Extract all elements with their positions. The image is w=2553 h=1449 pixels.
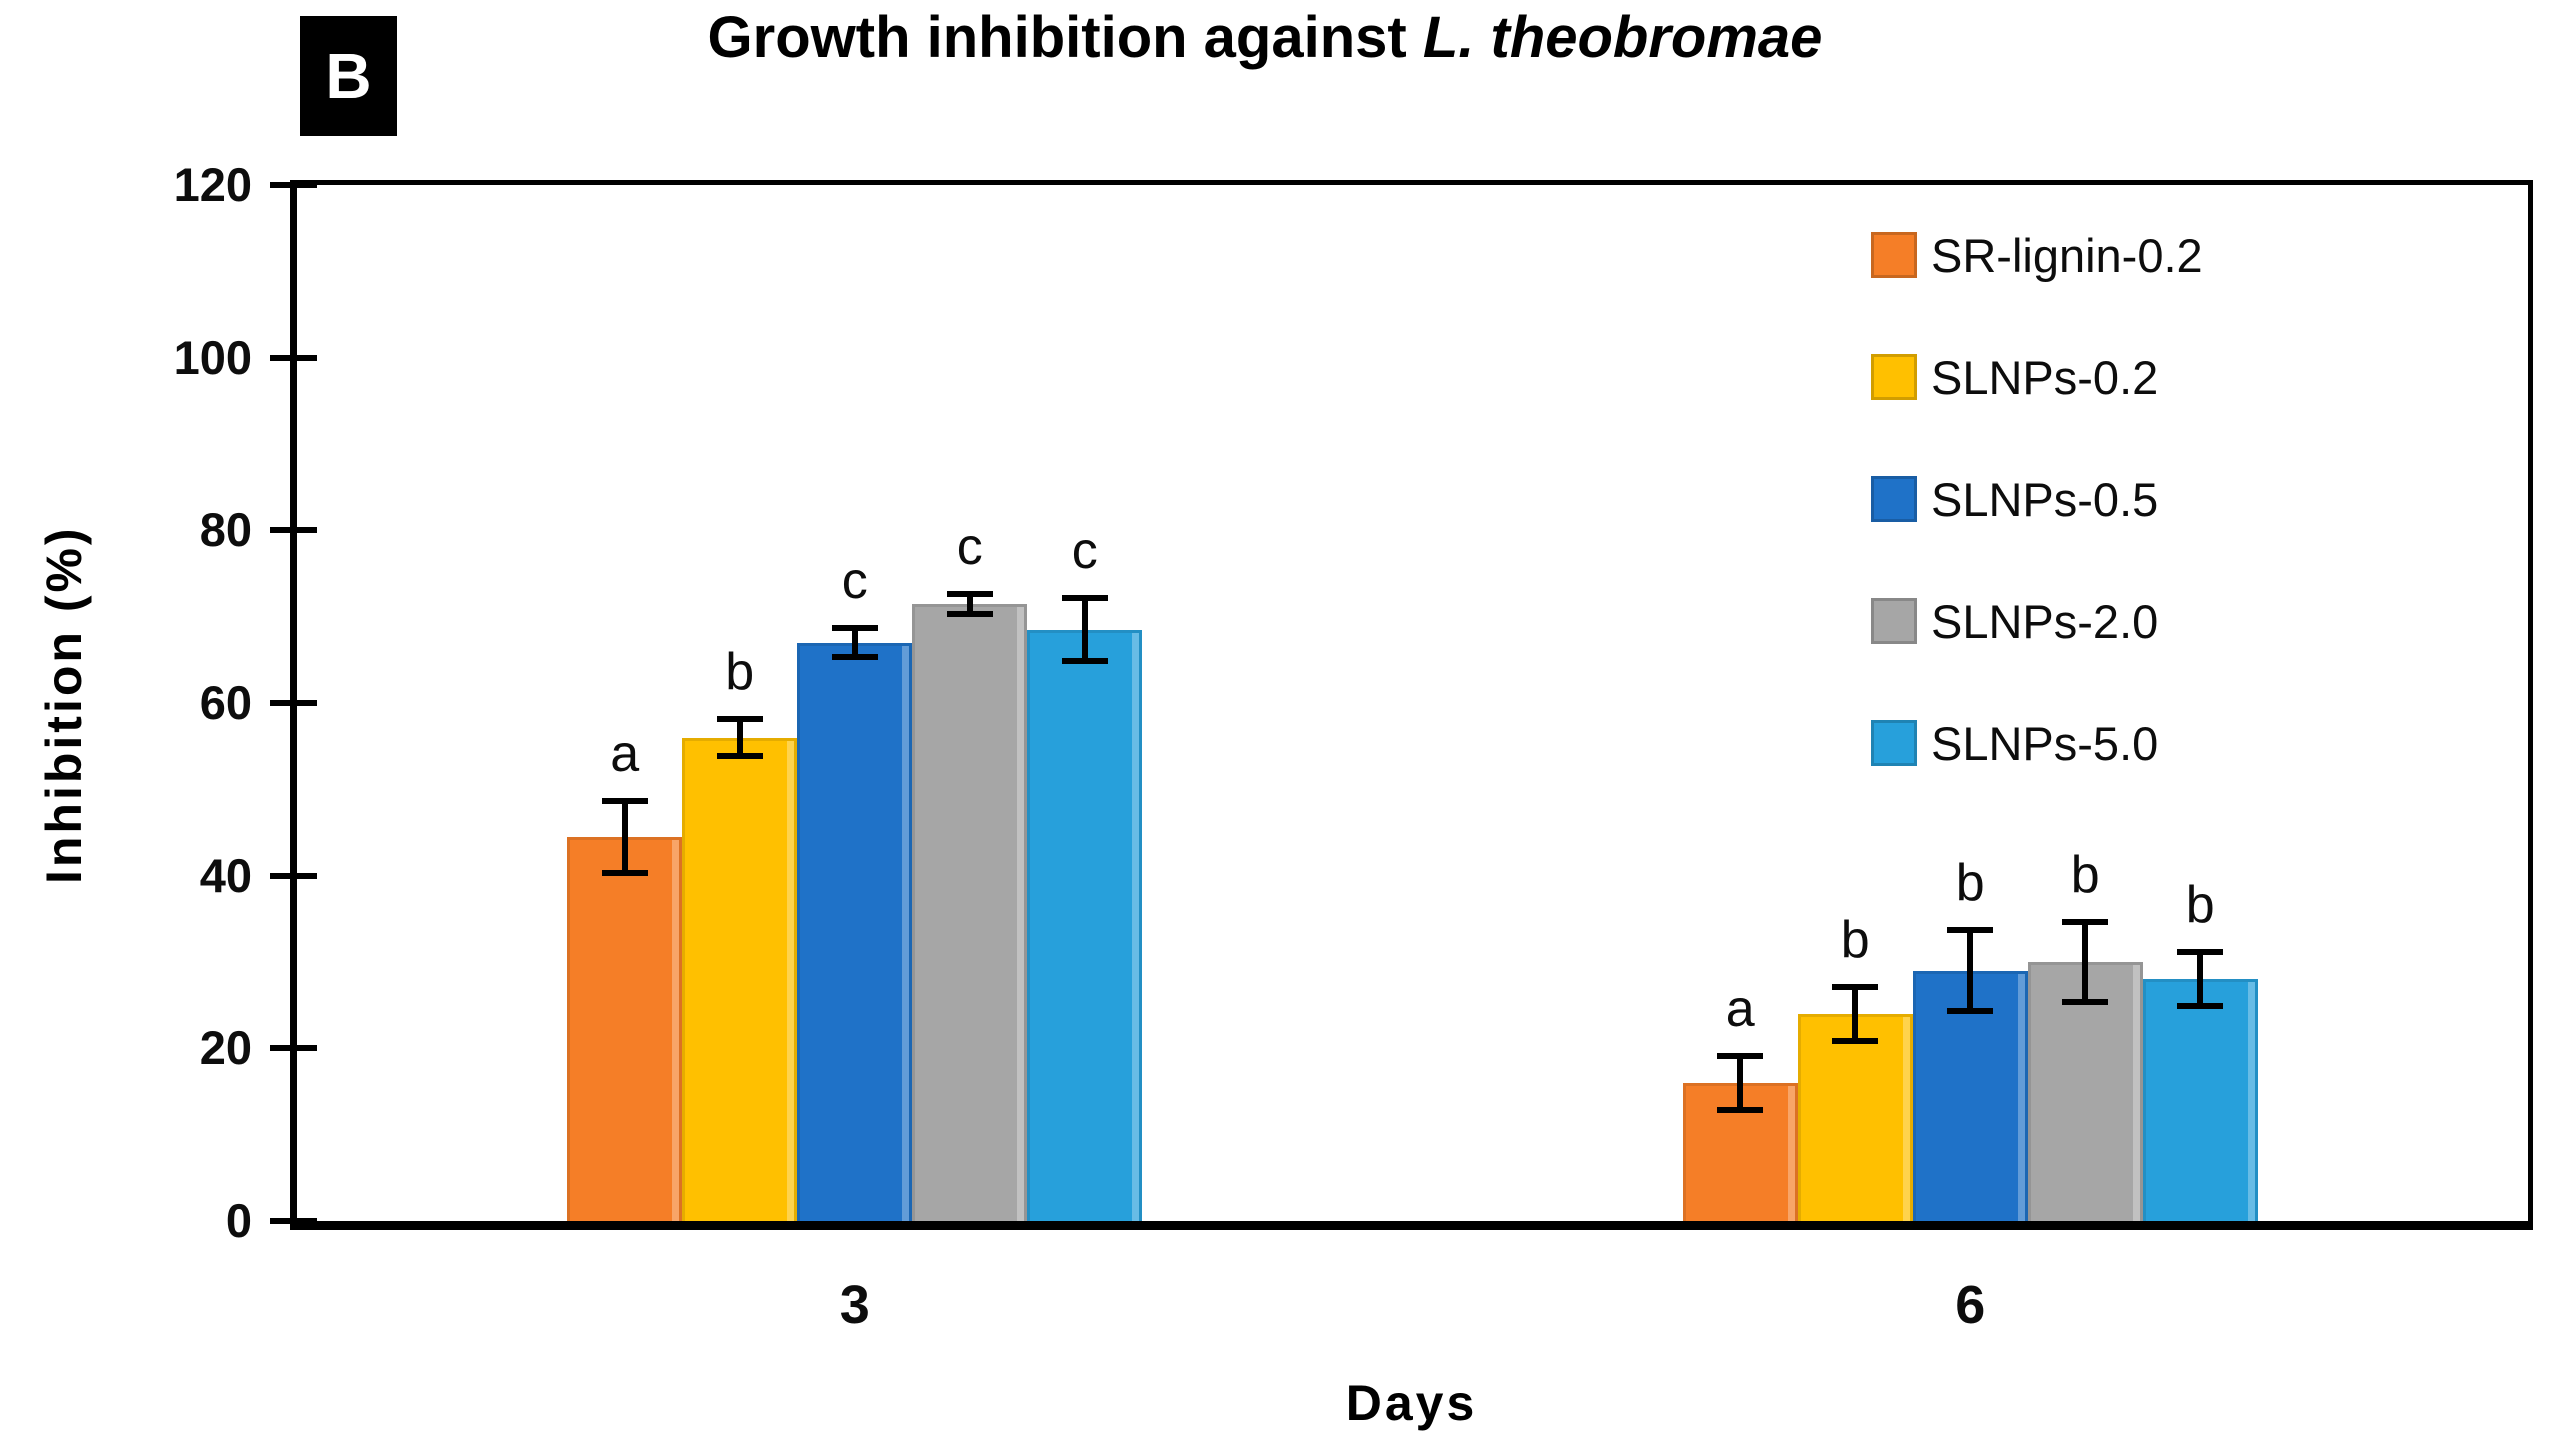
error-bar	[1717, 1052, 1764, 1114]
bar-SLNPs-2.0-day3	[912, 603, 1028, 1221]
error-bar	[946, 590, 993, 617]
legend-item-SR-lignin-0.2: SR-lignin-0.2	[1871, 228, 2203, 282]
error-bar	[2177, 949, 2224, 1010]
panel-label: B	[325, 40, 372, 112]
error-bar-cap-bottom	[2177, 1003, 2224, 1010]
y-tick-mark	[270, 872, 317, 879]
y-tick-mark	[270, 700, 317, 706]
y-tick-mark	[270, 1045, 317, 1052]
error-bar-cap-bottom	[601, 869, 648, 876]
legend-swatch	[1871, 598, 1917, 644]
error-bar	[1947, 927, 1994, 1014]
significance-letter: a	[1725, 979, 1755, 1038]
y-tick-label: 40	[199, 848, 252, 902]
chart-title-species: L. theobromae	[1422, 5, 1823, 70]
significance-letter: b	[1840, 910, 1870, 969]
legend-item-SLNPs-0.5: SLNPs-0.5	[1871, 472, 2203, 526]
bar-SLNPs-0.2-day6	[1797, 1013, 1913, 1221]
y-tick-mark	[270, 1218, 317, 1224]
error-bar-stem	[851, 625, 858, 660]
error-bar	[716, 715, 763, 760]
error-bar	[601, 797, 648, 876]
y-tick-label: 0	[225, 1194, 252, 1247]
error-bar-cap-bottom	[1717, 1107, 1764, 1114]
significance-letter: b	[2185, 876, 2215, 935]
y-tick-label: 60	[199, 676, 252, 729]
error-bar	[831, 625, 878, 660]
error-bar-cap-bottom	[716, 753, 763, 760]
bar-SR-lignin-0.2-day3	[567, 836, 683, 1221]
y-tick-mark	[270, 354, 317, 361]
significance-letter: c	[841, 552, 868, 611]
significance-letter: c	[956, 517, 983, 576]
legend: SR-lignin-0.2 SLNPs-0.2 SLNPs-0.5 SLNPs-2.0…	[1871, 232, 2203, 842]
error-bar-stem	[736, 715, 743, 760]
error-bar-cap-bottom	[1947, 1007, 1994, 1014]
legend-label: SLNPs-0.5	[1931, 472, 2159, 526]
error-bar-cap-bottom	[1832, 1038, 1879, 1045]
y-tick-label: 120	[173, 158, 252, 211]
y-tick-mark	[270, 527, 317, 534]
x-category-label: 3	[839, 1275, 870, 1335]
legend-item-SLNPs-0.2: SLNPs-0.2	[1871, 350, 2203, 404]
error-bar-stem	[2197, 949, 2204, 1010]
plot-area: a b c c c a b b b b	[290, 180, 2533, 1230]
error-bar-stem	[1852, 983, 1859, 1045]
error-bar-stem	[1081, 595, 1088, 665]
legend-swatch	[1871, 476, 1917, 522]
error-bar	[1832, 983, 1879, 1045]
error-bar-stem	[621, 797, 628, 876]
y-tick-label: 80	[199, 503, 252, 557]
significance-letter: c	[1071, 522, 1098, 581]
legend-item-SLNPs-2.0: SLNPs-2.0	[1871, 594, 2203, 648]
legend-item-SLNPs-5.0: SLNPs-5.0	[1871, 716, 2203, 770]
legend-label: SLNPs-5.0	[1931, 716, 2159, 770]
error-bar-stem	[2082, 918, 2089, 1006]
error-bar-cap-bottom	[831, 653, 878, 660]
chart-title: Growth inhibition against L. theobromae	[290, 4, 2240, 71]
chart-title-text: Growth inhibition against	[707, 5, 1423, 70]
y-tick-mark	[270, 182, 317, 188]
error-bar-stem	[966, 590, 973, 617]
error-bar-cap-bottom	[2062, 999, 2109, 1006]
error-bar-cap-bottom	[1061, 658, 1108, 665]
legend-label: SR-lignin-0.2	[1931, 228, 2203, 282]
significance-letter: b	[1955, 854, 1985, 913]
significance-letter: a	[610, 724, 640, 783]
error-bar	[1061, 595, 1108, 665]
legend-label: SLNPs-2.0	[1931, 594, 2159, 648]
significance-letter: b	[2070, 845, 2100, 904]
error-bar-stem	[1737, 1052, 1744, 1114]
x-axis-title: Days	[1345, 1375, 1478, 1431]
legend-swatch	[1871, 720, 1917, 766]
legend-label: SLNPs-0.2	[1931, 350, 2159, 404]
bar-SLNPs-0.5-day3	[797, 642, 913, 1221]
error-bar	[2062, 918, 2109, 1006]
bar-SLNPs-5.0-day6	[2142, 979, 2258, 1221]
error-bar-stem	[1967, 927, 1974, 1014]
error-bar-cap-bottom	[946, 610, 993, 617]
legend-swatch	[1871, 232, 1917, 278]
bar-SLNPs-5.0-day3	[1027, 629, 1143, 1221]
panel-label-badge: B	[300, 16, 397, 136]
legend-swatch	[1871, 354, 1917, 400]
x-category-label: 6	[1955, 1275, 1986, 1335]
y-tick-label: 20	[199, 1021, 252, 1075]
significance-letter: b	[725, 642, 755, 701]
y-tick-label: 100	[173, 330, 252, 384]
bar-SLNPs-0.2-day3	[682, 737, 798, 1221]
